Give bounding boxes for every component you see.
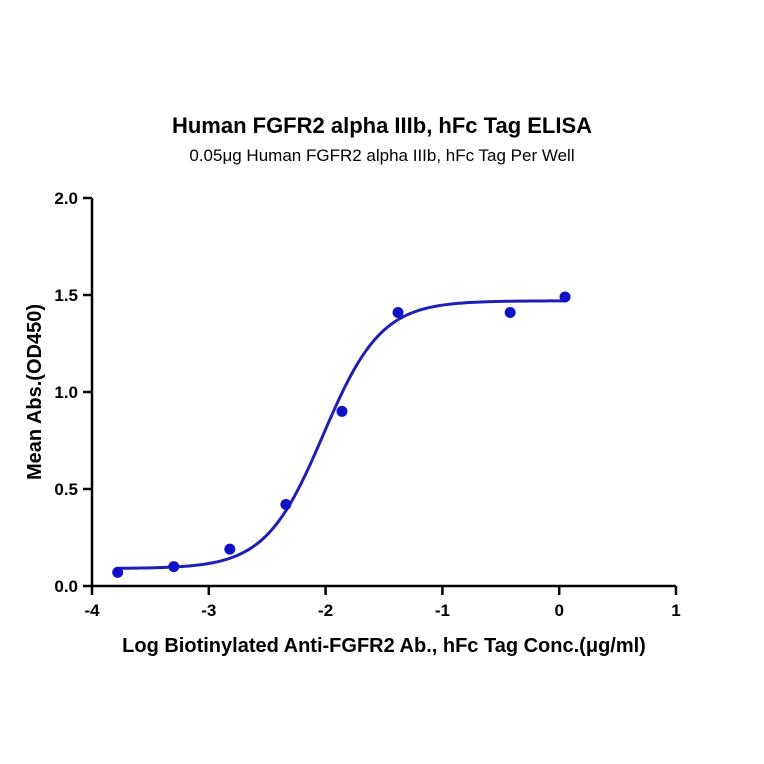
x-tick-label: -1 <box>435 601 450 620</box>
x-tick-label: -2 <box>318 601 333 620</box>
data-point <box>112 566 124 578</box>
data-point <box>504 306 516 318</box>
data-point <box>392 306 404 318</box>
x-tick-label: -4 <box>84 601 100 620</box>
data-points <box>112 291 571 578</box>
y-tick-label: 1.0 <box>54 383 78 402</box>
y-tick-label: 0.0 <box>54 577 78 596</box>
data-point <box>224 543 236 555</box>
x-axis-label: Log Biotinylated Anti-FGFR2 Ab., hFc Tag… <box>122 635 646 657</box>
chart-title: Human FGFR2 alpha IIIb, hFc Tag ELISA <box>172 113 592 138</box>
x-ticks: -4 -3 -2 -1 0 1 <box>84 586 681 620</box>
axes <box>90 198 676 588</box>
y-tick-label: 2.0 <box>54 189 78 208</box>
data-point <box>336 405 348 417</box>
chart-subtitle: 0.05μg Human FGFR2 alpha IIIb, hFc Tag P… <box>189 146 574 165</box>
x-tick-label: 0 <box>554 601 563 620</box>
y-ticks: 0.0 0.5 1.0 1.5 2.0 <box>54 189 92 596</box>
y-axis-label: Mean Abs.(OD450) <box>24 304 46 480</box>
fit-curve <box>117 299 566 570</box>
y-tick-label: 1.5 <box>54 286 78 305</box>
y-tick-label: 0.5 <box>54 480 78 499</box>
data-point <box>559 291 571 303</box>
x-tick-label: -3 <box>201 601 216 620</box>
data-point <box>168 561 180 573</box>
x-tick-label: 1 <box>671 601 680 620</box>
data-point <box>280 499 292 511</box>
